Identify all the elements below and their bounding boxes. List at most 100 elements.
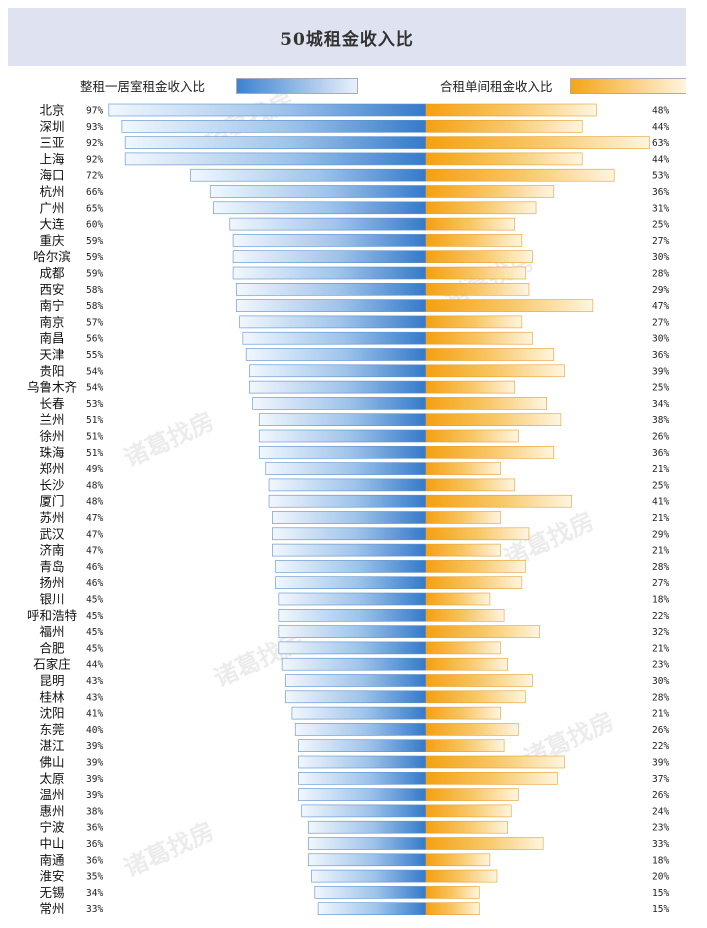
bar-whole-rent-29: [275, 576, 427, 590]
value-label-whole-rent-11: 58%: [86, 285, 103, 296]
bar-shared-rent-16: [425, 364, 565, 378]
value-label-whole-rent-20: 51%: [86, 432, 103, 443]
category-label-26: 武汉: [39, 526, 65, 541]
bar-shared-rent-27: [425, 543, 501, 557]
value-label-whole-rent-46: 36%: [86, 855, 103, 866]
value-label-shared-rent-8: 27%: [652, 236, 669, 247]
bar-whole-rent-9: [232, 250, 427, 263]
value-label-shared-rent-13: 27%: [652, 317, 669, 328]
bar-shared-rent-38: [425, 723, 519, 736]
category-label-36: 桂林: [39, 689, 65, 704]
bar-shared-rent-34: [425, 657, 508, 671]
bar-shared-rent-10: [425, 266, 526, 280]
value-label-whole-rent-34: 44%: [86, 660, 103, 671]
bar-shared-rent-47: [425, 869, 498, 883]
bar-whole-rent-2: [124, 136, 427, 149]
bar-shared-rent-0: [425, 103, 597, 117]
category-label-14: 南昌: [39, 331, 64, 346]
value-label-whole-rent-41: 39%: [86, 774, 103, 785]
value-label-shared-rent-39: 22%: [652, 741, 669, 752]
value-label-shared-rent-16: 39%: [652, 366, 669, 377]
bar-whole-rent-48: [314, 886, 427, 899]
value-label-shared-rent-44: 23%: [652, 823, 669, 834]
bar-shared-rent-15: [425, 348, 555, 361]
category-label-5: 杭州: [39, 184, 64, 199]
category-label-7: 大连: [39, 217, 65, 232]
value-label-whole-rent-4: 72%: [86, 171, 103, 182]
category-label-15: 天津: [39, 347, 64, 362]
value-label-whole-rent-1: 93%: [86, 122, 103, 133]
category-label-23: 长沙: [39, 477, 65, 492]
bar-whole-rent-35: [285, 674, 427, 687]
value-label-whole-rent-48: 34%: [86, 888, 103, 899]
bar-whole-rent-34: [281, 657, 427, 671]
bar-whole-rent-6: [213, 201, 427, 215]
bar-whole-rent-44: [307, 820, 427, 834]
value-label-shared-rent-27: 21%: [652, 546, 669, 557]
bar-shared-rent-2: [425, 136, 650, 149]
bar-whole-rent-38: [294, 723, 427, 736]
bar-shared-rent-25: [425, 511, 501, 524]
category-label-17: 乌鲁木齐: [27, 380, 78, 395]
value-label-whole-rent-3: 92%: [86, 154, 103, 165]
bar-whole-rent-15: [245, 348, 427, 361]
value-label-shared-rent-46: 18%: [652, 855, 669, 866]
bar-shared-rent-29: [425, 576, 523, 590]
bar-whole-rent-45: [307, 837, 427, 850]
value-label-whole-rent-30: 45%: [86, 595, 103, 606]
category-label-16: 贵阳: [39, 363, 64, 378]
bar-whole-rent-13: [239, 315, 427, 329]
bar-whole-rent-0: [108, 103, 427, 117]
value-label-whole-rent-7: 60%: [86, 220, 103, 231]
bar-whole-rent-22: [265, 462, 427, 475]
bar-shared-rent-9: [425, 250, 533, 263]
category-label-46: 南通: [39, 852, 65, 867]
category-label-29: 扬州: [39, 575, 64, 590]
value-label-shared-rent-38: 26%: [652, 725, 669, 736]
value-label-shared-rent-43: 24%: [652, 806, 669, 817]
value-label-shared-rent-33: 21%: [652, 643, 669, 654]
legend-swatch-whole-rent: [236, 78, 358, 94]
value-label-shared-rent-37: 21%: [652, 709, 669, 720]
category-label-30: 银川: [39, 592, 64, 607]
bar-shared-rent-24: [425, 494, 572, 508]
category-label-28: 青岛: [39, 559, 64, 574]
value-label-whole-rent-15: 55%: [86, 350, 103, 361]
category-label-38: 东莞: [39, 722, 64, 737]
category-label-25: 苏州: [39, 510, 64, 525]
bar-shared-rent-42: [425, 788, 519, 801]
bar-whole-rent-39: [298, 739, 427, 753]
category-label-13: 南京: [39, 314, 64, 329]
value-label-shared-rent-42: 26%: [652, 790, 669, 801]
value-label-shared-rent-21: 36%: [652, 448, 669, 459]
category-label-33: 合肥: [39, 640, 65, 655]
category-label-6: 广州: [39, 200, 64, 215]
chart-title-bar: 50城租金收入比: [8, 8, 686, 66]
value-label-shared-rent-7: 25%: [652, 220, 669, 231]
category-label-0: 北京: [39, 103, 64, 118]
value-label-shared-rent-11: 29%: [652, 285, 669, 296]
value-label-shared-rent-22: 21%: [652, 464, 669, 475]
bar-shared-rent-43: [425, 804, 512, 818]
category-label-39: 湛江: [39, 738, 64, 753]
bar-whole-rent-41: [298, 771, 427, 785]
category-label-47: 淮安: [39, 869, 64, 884]
bar-whole-rent-17: [249, 380, 427, 394]
category-label-19: 兰州: [39, 412, 64, 427]
bar-whole-rent-19: [258, 413, 427, 427]
value-label-shared-rent-12: 47%: [652, 301, 669, 312]
value-label-shared-rent-29: 27%: [652, 578, 669, 589]
bar-shared-rent-33: [425, 641, 501, 655]
value-label-whole-rent-44: 36%: [86, 823, 103, 834]
value-label-whole-rent-47: 35%: [86, 872, 103, 883]
bar-whole-rent-46: [307, 853, 427, 867]
value-label-shared-rent-47: 20%: [652, 872, 669, 883]
category-label-1: 深圳: [39, 119, 64, 134]
bar-whole-rent-3: [124, 152, 427, 166]
bar-whole-rent-24: [268, 494, 427, 508]
bar-shared-rent-35: [425, 674, 533, 687]
category-label-22: 郑州: [39, 461, 64, 476]
bar-shared-rent-6: [425, 201, 537, 215]
bar-whole-rent-1: [121, 120, 427, 133]
bar-whole-rent-21: [258, 445, 427, 459]
